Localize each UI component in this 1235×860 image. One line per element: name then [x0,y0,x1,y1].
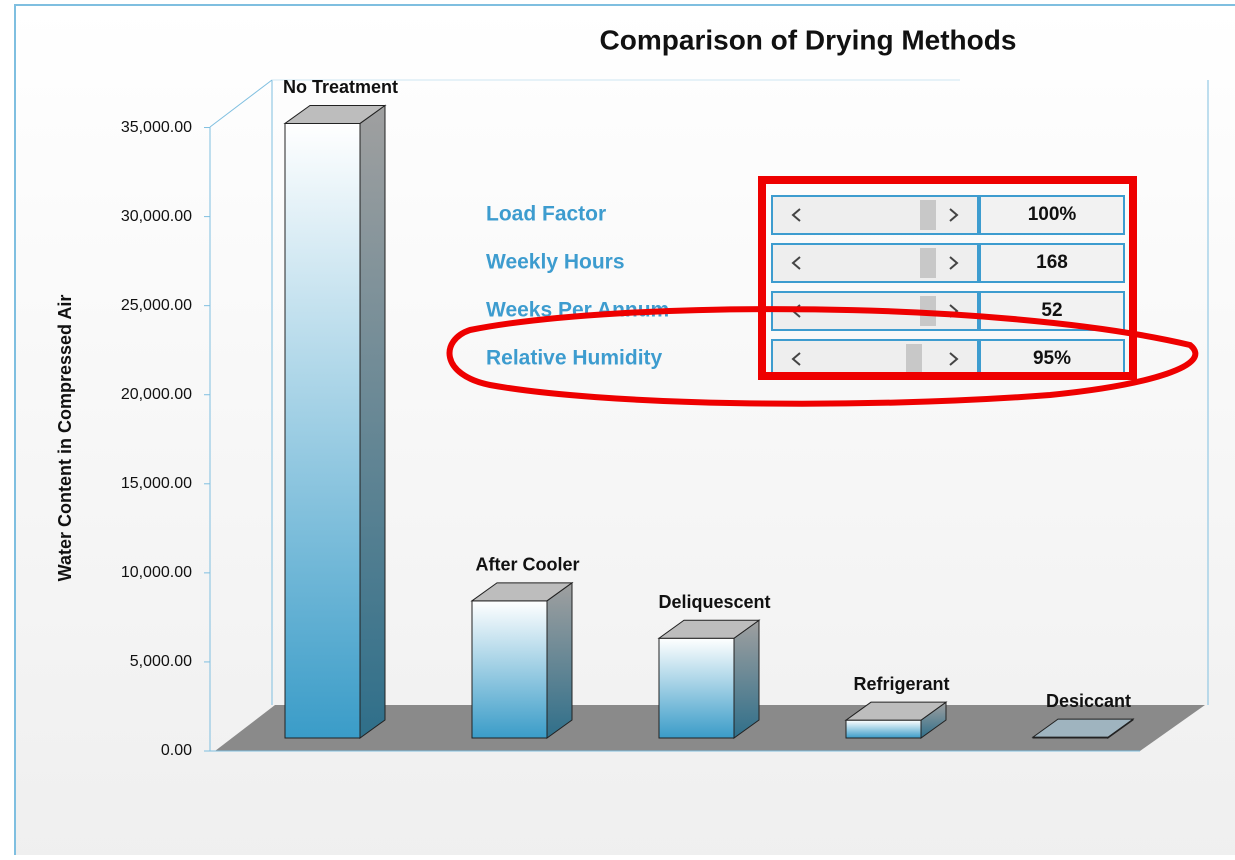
slider-thumb [920,248,936,278]
bar-front [471,600,548,739]
bar-top [657,619,761,639]
bar-top [283,104,387,124]
chart-title: Comparison of Drying Methods [600,24,1017,55]
y-axis-label: Water Content in Compressed Air [55,295,75,582]
value-cell [979,195,1125,235]
category-label: Desiccant [1046,691,1131,711]
bar-front [284,122,361,739]
control-value: 52 [1041,300,1062,321]
bar-side [359,104,386,739]
value-cell [979,243,1125,283]
bar-top [470,582,574,602]
category-label: No Treatment [283,77,398,97]
slider-right-arrow [949,208,959,222]
slider-track [771,243,979,283]
bar-top [1031,718,1135,738]
category-label: After Cooler [475,555,579,575]
y-tick-label: 30,000.00 [121,208,192,225]
bar-front [845,719,922,739]
bar [283,104,387,739]
control-value: 100% [1028,204,1077,225]
y-tick-label: 5,000.00 [130,653,192,670]
slider-left-arrow [791,256,801,270]
side-wall-top [209,79,273,128]
control-value: 168 [1036,252,1068,273]
bar-front [658,637,735,739]
bar [1031,718,1135,739]
y-tick-label: 25,000.00 [121,297,192,314]
bar-top [844,701,948,721]
bar [470,581,574,739]
y-tick-label: 20,000.00 [121,386,192,403]
bar [844,701,948,739]
annotation-ellipse [446,306,1199,407]
y-tick-label: 15,000.00 [121,475,192,492]
y-tick-label: 10,000.00 [121,564,192,581]
annotation-box [758,176,1137,380]
slider-thumb [906,344,922,374]
y-tick-label: 0.00 [161,742,192,759]
slider-right-arrow [949,352,959,366]
bar [657,619,761,739]
slider-track [771,195,979,235]
slider-right-arrow [949,256,959,270]
control-label: Relative Humidity [486,347,663,370]
slider-thumb [920,200,936,230]
category-label: Deliquescent [658,592,770,612]
bar-side [733,619,760,739]
bar-side [546,581,573,739]
slider-left-arrow [791,352,801,366]
category-label: Refrigerant [853,674,949,694]
control-label: Load Factor [486,203,606,226]
slider-left-arrow [791,208,801,222]
control-label: Weekly Hours [486,251,625,274]
control-value: 95% [1033,348,1071,369]
value-cell [979,339,1125,379]
y-tick-label: 35,000.00 [121,119,192,136]
